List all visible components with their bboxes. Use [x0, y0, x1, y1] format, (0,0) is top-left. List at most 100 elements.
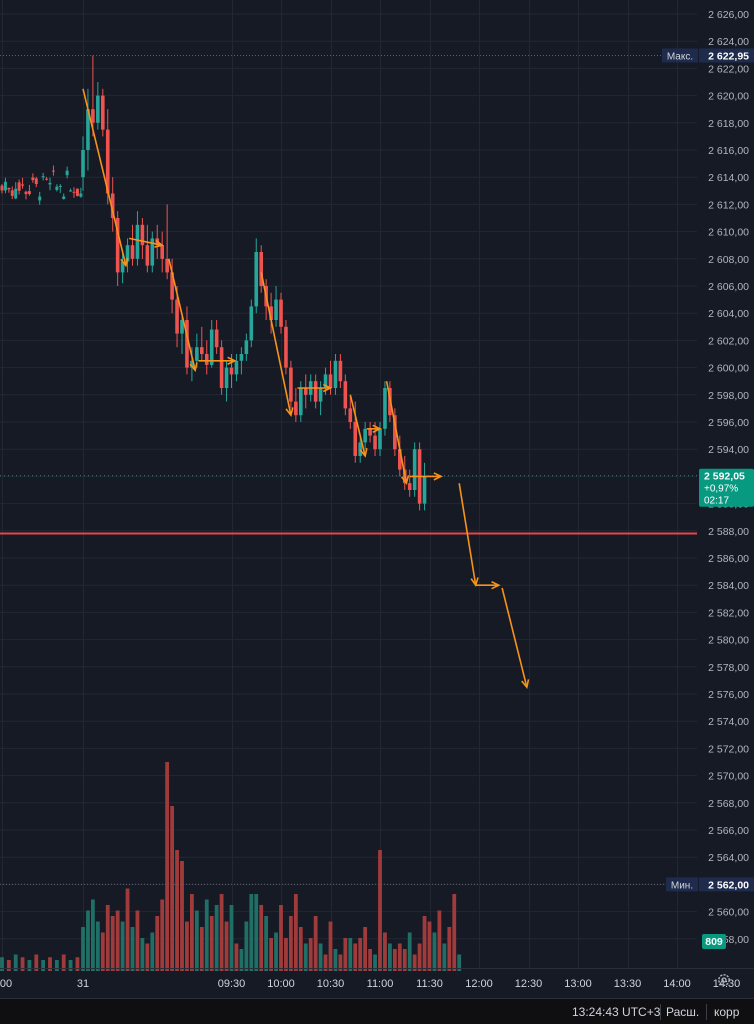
- volume-bar: [234, 943, 239, 971]
- volume-bar: [254, 894, 259, 971]
- time-tick-label: 00: [0, 978, 12, 990]
- forecast-arrow-head: [227, 356, 237, 366]
- volume-bar: [214, 905, 219, 971]
- price-chart[interactable]: 2 626,00 2 624,00 2 622,00 2 620,00 2 618,00…: [0, 0, 754, 998]
- volume-bar: [150, 932, 155, 971]
- volume-bar: [308, 938, 313, 971]
- candle-body: [323, 374, 328, 388]
- candle-body: [393, 415, 397, 450]
- clock-text[interactable]: 13:24:43 UTC+3: [572, 1005, 661, 1019]
- volume-bar: [229, 905, 234, 971]
- volume-bar: [313, 916, 318, 971]
- volume-bar: [249, 894, 254, 971]
- candle-body: [175, 299, 179, 334]
- candle-body: [259, 252, 263, 286]
- volume-bar: [95, 921, 100, 971]
- min-price-badge: [699, 877, 754, 892]
- history-body: [58, 185, 62, 187]
- price-tick-label: 2 618,00: [708, 118, 749, 130]
- adjustment-button[interactable]: корр: [714, 1005, 740, 1019]
- volume-bar: [180, 861, 184, 971]
- candle-body: [284, 326, 288, 368]
- history-body: [65, 170, 69, 176]
- forecast-arrow-head: [359, 448, 368, 458]
- price-tick-label: 2 602,00: [708, 335, 749, 347]
- candle-body: [190, 360, 194, 368]
- candle-body: [343, 381, 348, 409]
- candle-body: [328, 374, 333, 388]
- volume-bar: [91, 899, 95, 971]
- candle-body: [135, 224, 140, 259]
- candle-body: [373, 435, 377, 450]
- price-tick-label: 2 568,00: [708, 798, 749, 810]
- candle-body: [214, 329, 219, 348]
- volume-bar: [34, 954, 39, 971]
- volume-bar: [343, 938, 348, 971]
- history-body: [3, 181, 7, 191]
- candle-body: [383, 388, 387, 429]
- volume-bar: [13, 954, 18, 971]
- price-tick-label: 2 570,00: [708, 771, 749, 783]
- price-tick-label: 2 624,00: [708, 36, 749, 48]
- time-tick-label: 10:30: [317, 978, 345, 990]
- volume-bar: [120, 921, 125, 971]
- volume-bar: [20, 957, 25, 971]
- volume-value: 809: [705, 936, 723, 948]
- max-badge-label: Макс.: [667, 51, 693, 62]
- history-body: [14, 188, 18, 199]
- candle-body: [115, 218, 120, 273]
- min-badge: [666, 877, 698, 892]
- candle-body: [130, 245, 135, 259]
- volume-bar: [170, 806, 174, 971]
- history-body: [75, 188, 79, 196]
- candles: [81, 55, 427, 511]
- settings-gear-icon[interactable]: [717, 973, 731, 987]
- volume-bar: [81, 927, 85, 971]
- candle-body: [81, 150, 85, 178]
- volume-bar: [417, 943, 422, 971]
- history-body: [0, 185, 4, 191]
- volume-bar: [194, 910, 199, 971]
- price-tick-label: 2 586,00: [708, 553, 749, 565]
- volume-bar: [165, 762, 170, 971]
- volume-bar: [412, 954, 417, 971]
- volume-bar: [368, 949, 372, 971]
- history-body: [38, 196, 42, 201]
- volume-bar: [175, 850, 179, 971]
- volume-bar: [204, 899, 209, 971]
- forecast-arrow-head: [285, 407, 294, 418]
- candle-body: [299, 388, 303, 416]
- history-body: [17, 182, 21, 191]
- candle-body: [195, 347, 199, 361]
- candle-body: [303, 388, 308, 395]
- min-price-value: 2 562,00: [708, 879, 749, 891]
- volume-bar: [145, 943, 150, 971]
- price-tick-label: 2 560,00: [708, 907, 749, 919]
- volume-bar: [110, 916, 115, 971]
- time-tick-label: 31: [77, 978, 89, 990]
- volume-bar: [402, 949, 407, 971]
- max-price-value: 2 622,95: [708, 50, 749, 62]
- candle-body: [378, 428, 382, 450]
- extended-hours-button[interactable]: Расш.: [666, 1005, 700, 1019]
- price-axis: 2 626,00 2 624,00 2 622,00 2 620,00 2 618,00…: [662, 0, 754, 998]
- forecast-arrow-line: [501, 587, 528, 688]
- volume-bar: [239, 949, 244, 971]
- candle-body: [338, 360, 343, 382]
- candle-body: [313, 381, 318, 402]
- forecast-arrow-line: [82, 88, 127, 266]
- candle-body: [289, 367, 293, 402]
- min-badge-label: Мин.: [671, 880, 693, 891]
- price-tick-label: 2 604,00: [708, 308, 749, 320]
- candle-body: [407, 483, 412, 490]
- volume-bar: [185, 921, 189, 971]
- candle-body: [110, 193, 115, 218]
- time-axis: 00 31 09:30 10:00 10:30 11:00 11:30 12:00 12:30 1…: [0, 968, 754, 990]
- forecast-arrow-head: [400, 475, 410, 486]
- candle-body: [150, 238, 155, 266]
- price-tick-label: 2 574,00: [708, 716, 749, 728]
- forecast-arrow-line: [129, 237, 163, 246]
- candle-body: [368, 428, 372, 436]
- candle-body: [125, 245, 130, 262]
